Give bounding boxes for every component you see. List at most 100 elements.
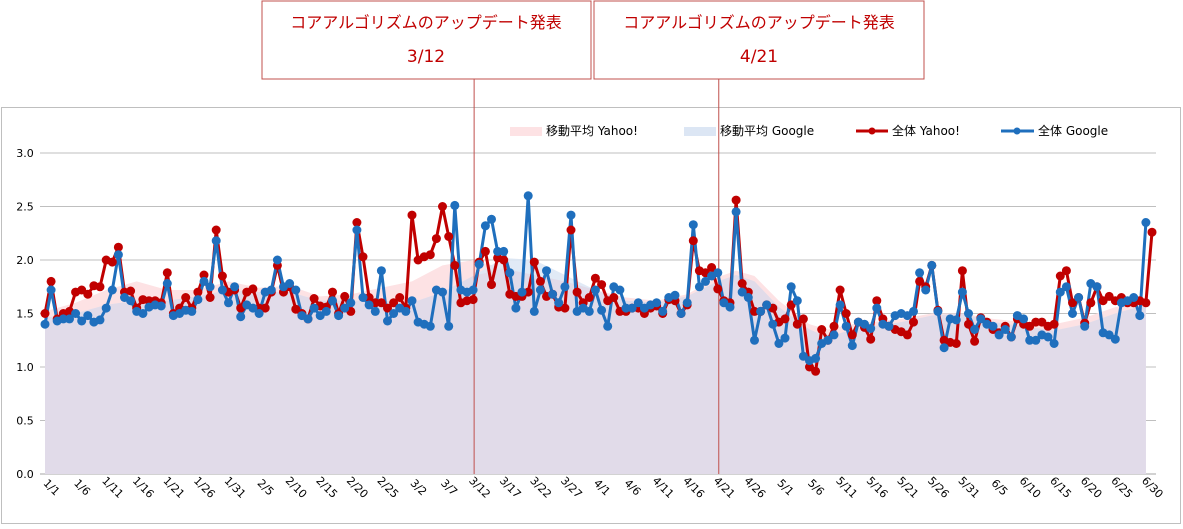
- series-google-point: [266, 285, 276, 295]
- series-yahoo-point: [217, 271, 227, 281]
- legend-label-google-ma: 移動平均 Google: [720, 124, 814, 138]
- series-yahoo-point: [1049, 319, 1059, 329]
- series-google-point: [1141, 218, 1151, 227]
- series-yahoo-point: [780, 314, 790, 324]
- series-yahoo-point: [425, 250, 435, 260]
- series-google-point: [652, 298, 662, 308]
- series-google-point: [444, 321, 454, 331]
- series-google-point: [309, 303, 319, 313]
- series-google-point: [193, 295, 203, 305]
- series-yahoo-point: [902, 330, 912, 340]
- series-google-point: [774, 339, 784, 348]
- series-google-point: [438, 287, 447, 297]
- series-google-point: [1000, 325, 1010, 334]
- series-google-point: [866, 324, 876, 333]
- series-google-point: [1031, 335, 1041, 345]
- series-google-point: [352, 225, 362, 235]
- series-google-point: [40, 319, 50, 329]
- y-tick-label: 2.0: [16, 254, 34, 267]
- series-google-point: [633, 298, 643, 308]
- series-google-point: [921, 285, 931, 295]
- series-yahoo-point: [107, 257, 117, 267]
- series-google-point: [1019, 314, 1029, 324]
- annotation-title-2: コアアルゴリズムのアップデート発表: [623, 13, 895, 32]
- series-google-point: [915, 268, 925, 278]
- series-yahoo-point: [468, 295, 478, 305]
- series-google-point: [590, 285, 600, 295]
- series-yahoo-point: [872, 296, 882, 306]
- series-yahoo-point: [590, 273, 600, 283]
- series-google-point: [694, 282, 704, 292]
- series-google-point: [487, 214, 496, 224]
- series-google-point: [731, 207, 741, 217]
- series-google-point: [303, 314, 313, 324]
- series-google-point: [1055, 287, 1065, 297]
- series-yahoo-point: [83, 289, 93, 299]
- series-google-point: [676, 309, 686, 318]
- series-yahoo-point: [1147, 227, 1157, 237]
- series-google-point: [976, 314, 986, 324]
- series-yahoo-point: [957, 266, 967, 276]
- series-google-point: [523, 191, 533, 201]
- series-google-point: [95, 315, 105, 325]
- series-google-point: [1043, 332, 1053, 342]
- series-google-point: [199, 276, 209, 286]
- series-yahoo-point: [376, 298, 386, 308]
- series-yahoo-point: [847, 330, 857, 340]
- series-google-point: [138, 309, 148, 318]
- series-google-point: [933, 306, 943, 316]
- series-google-point: [951, 315, 961, 325]
- series-google-point: [1129, 293, 1139, 302]
- series-google-point: [682, 298, 692, 308]
- series-google-point: [835, 300, 845, 310]
- series-google-point: [468, 285, 478, 295]
- series-yahoo-point: [1068, 298, 1077, 308]
- series-google-point: [340, 303, 350, 313]
- series-google-point: [383, 316, 392, 326]
- series-google-point: [994, 330, 1004, 340]
- series-google-point: [101, 303, 111, 313]
- series-yahoo-point: [358, 252, 368, 262]
- series-yahoo-point: [572, 287, 582, 297]
- series-google-point: [358, 293, 368, 302]
- series-google-point: [425, 321, 435, 331]
- series-google-point: [762, 300, 772, 310]
- series-yahoo-point: [431, 234, 441, 244]
- legend-marker-google: [1013, 127, 1021, 135]
- series-google-point: [370, 306, 380, 316]
- series-google-point: [957, 287, 967, 297]
- series-yahoo-point: [811, 366, 821, 376]
- series-yahoo-point: [444, 232, 454, 241]
- series-google-point: [725, 302, 735, 312]
- series-google-point: [743, 293, 753, 302]
- annotation-callout-2: コアアルゴリズムのアップデート発表 4/21: [593, 0, 925, 80]
- series-google-point: [1092, 282, 1102, 292]
- series-google-point: [407, 296, 417, 306]
- series-google-point: [627, 303, 637, 313]
- series-google-point: [517, 287, 527, 297]
- series-yahoo-point: [113, 242, 123, 252]
- series-google-point: [71, 309, 81, 318]
- series-google-point: [786, 282, 796, 292]
- series-yahoo-point: [535, 276, 545, 286]
- series-yahoo-point: [328, 287, 337, 297]
- series-google-point: [909, 306, 918, 316]
- series-yahoo-point: [309, 294, 319, 303]
- series-yahoo-point: [383, 303, 392, 313]
- y-tick-label: 1.5: [16, 308, 34, 321]
- series-google-point: [65, 314, 74, 324]
- series-google-point: [542, 266, 551, 276]
- series-yahoo-point: [181, 293, 191, 302]
- series-google-point: [597, 305, 607, 315]
- series-yahoo-point: [866, 334, 876, 344]
- series-google-point: [970, 325, 980, 334]
- series-google-point: [964, 309, 973, 318]
- series-google-point: [1068, 309, 1077, 318]
- legend-label-yahoo: 全体 Yahoo!: [892, 123, 960, 138]
- series-points: [40, 191, 1157, 376]
- series-google-point: [829, 330, 839, 340]
- series-google-point: [566, 210, 576, 220]
- series-google-point: [254, 309, 264, 318]
- series-google-point: [701, 276, 710, 286]
- series-yahoo-point: [792, 319, 802, 329]
